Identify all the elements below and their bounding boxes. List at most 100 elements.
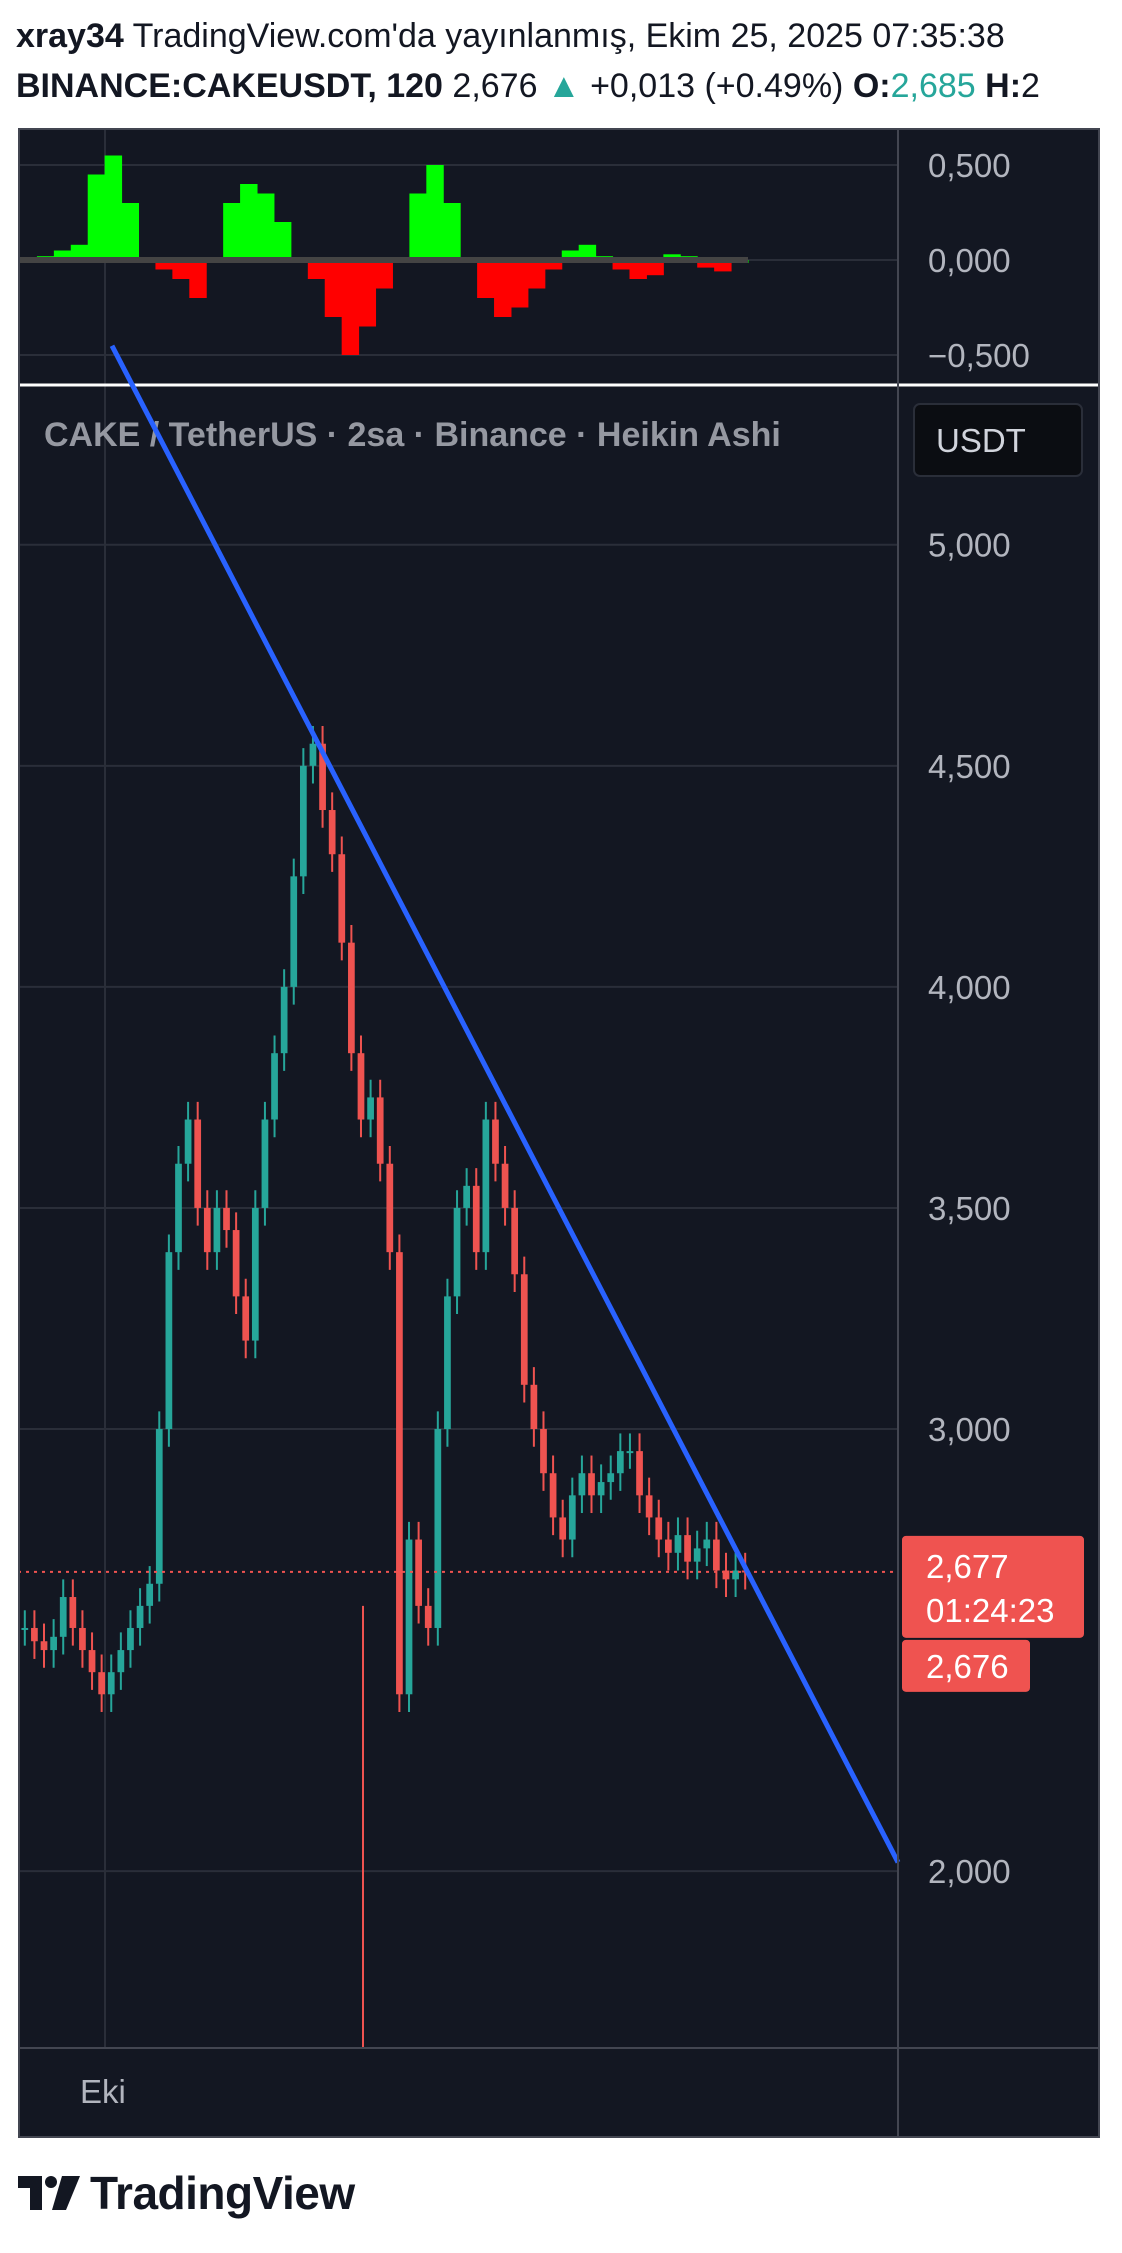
candle-body [319,743,326,811]
candle-body [463,1185,471,1208]
osc-bar [53,250,72,260]
candle-body [405,1539,413,1695]
osc-bar [561,250,580,260]
osc-bar [629,260,647,279]
candle-body [21,1627,29,1630]
candle-body [88,1650,96,1673]
candle-body [607,1473,615,1483]
price-tick-label: 3,000 [928,1411,1011,1448]
symbol-label[interactable]: BINANCE:CAKEUSDT, 120 [16,67,443,105]
candle-body [165,1252,173,1430]
osc-bar [223,203,241,260]
candle-body [175,1163,182,1253]
price-value: 2,676 [452,67,538,105]
tradingview-logo[interactable]: TradingView [18,2165,355,2221]
osc-bar [697,260,715,268]
candle-body [261,1119,269,1208]
trendline [109,344,901,1864]
candle-body [271,1053,278,1120]
time-tick-label: Eki [80,2073,126,2110]
candle-body [299,765,307,877]
publish-text: TradingView.com'da yayınlanmış, Ekim 25,… [132,17,1005,55]
high-value: 2 [1021,67,1040,105]
candle-body [540,1429,547,1474]
open-value: 2,685 [890,67,976,105]
author-name[interactable]: xray34 [16,17,124,55]
osc-bar [714,260,732,272]
candle-body [492,1119,499,1164]
candle-body [155,1429,163,1584]
candle-body [117,1650,125,1673]
candle-body [693,1548,701,1562]
osc-bar [257,193,275,260]
tradingview-logo-icon [18,2176,80,2210]
candle-body [645,1495,653,1518]
candle-body [549,1473,557,1518]
candle-body [203,1207,211,1253]
osc-tick-label: 0,000 [928,242,1011,279]
candle-body [98,1672,106,1695]
osc-bar [189,260,207,298]
candle-body [530,1384,538,1430]
price-tick-label: 2,000 [928,1853,1011,1890]
publish-info: xray34 TradingView.com'da yayınlanmış, E… [16,16,1005,56]
price-tick-label: 5,000 [928,527,1011,564]
high-label: H: [985,67,1022,105]
candle-body [79,1627,86,1651]
osc-bar [477,260,495,298]
candle-body [213,1207,221,1253]
candle-body [568,1495,576,1540]
osc-bar [426,165,444,260]
change-value: +0,013 (+0.49%) [590,67,844,105]
candle-body [136,1605,144,1628]
osc-bar [646,260,664,276]
candle-body [69,1597,77,1628]
candle-body [396,1252,403,1695]
candle-body [338,854,346,943]
tradingview-brand: TradingView [90,2167,355,2219]
chart-title: CAKE / TetherUS · 2sa · Binance · Heikin… [44,416,781,454]
osc-bar [544,260,563,270]
countdown-label: 01:24:23 [926,1592,1054,1629]
candle-body [127,1627,134,1651]
candle-body [434,1429,442,1628]
price-tick-label: 4,000 [928,969,1011,1006]
current-price-box [902,1639,1030,1692]
candle-body [444,1296,451,1430]
candle-body [501,1163,509,1208]
candle-body [251,1207,259,1341]
candle-body [50,1636,57,1651]
candle-body [31,1627,38,1642]
candle-body [559,1517,567,1540]
osc-tick-label: 0,500 [928,147,1011,184]
candle-body [684,1535,691,1562]
candle-body [348,942,355,1054]
candle-body [376,1097,384,1164]
last-price-label: 2,677 [926,1548,1009,1585]
osc-bar [87,174,106,260]
osc-bar [70,244,89,260]
current-price-label: 2,676 [926,1648,1009,1685]
candle-body [424,1605,432,1628]
candle-body [511,1207,519,1275]
chart-frame [18,128,1100,2138]
candle-body [242,1296,250,1341]
osc-bar [612,260,630,270]
candle-body [223,1207,230,1231]
candle-body [59,1597,67,1637]
symbol-info: BINANCE:CAKEUSDT, 120 2,676 ▲ +0,013 (+0… [16,66,1122,106]
candle-body [357,1053,365,1120]
osc-bar [510,260,529,308]
osc-bar [443,203,461,260]
candle-body [146,1583,154,1606]
osc-bar [273,222,292,260]
candle-body [232,1230,240,1297]
candle-body [597,1482,605,1496]
chart-canvas[interactable]: 0,500 0,000 −0,500 5,000 4,500 4,000 3,500 3,00… [18,128,1100,2138]
osc-bar [527,260,546,289]
candle-body [328,810,336,855]
last-price-box [902,1535,1084,1638]
osc-bar [172,260,190,279]
osc-bar [121,203,140,260]
candle-body [722,1570,730,1580]
